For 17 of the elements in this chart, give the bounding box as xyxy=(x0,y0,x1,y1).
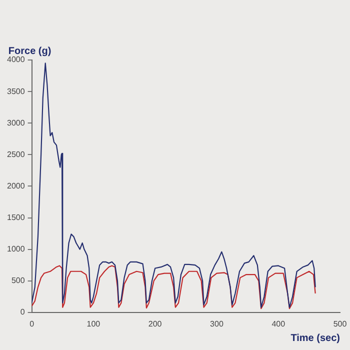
y-axis-title: Force (g) xyxy=(8,46,52,57)
x-tick-label: 100 xyxy=(86,319,101,328)
y-tick-label: 500 xyxy=(11,276,26,286)
x-tick-label: 0 xyxy=(30,319,35,328)
y-tick-label: 0 xyxy=(20,308,26,317)
y-tick-label: 4000 xyxy=(7,55,26,64)
x-tick-label: 400 xyxy=(272,319,286,328)
y-tick-label: 1500 xyxy=(7,212,26,222)
x-tick-label: 300 xyxy=(210,319,224,328)
y-tick-label: 3500 xyxy=(7,86,26,96)
x-axis-title: Time (sec) xyxy=(290,332,340,344)
x-tick-label: 200 xyxy=(148,319,162,328)
x-tick-label: 500 xyxy=(333,319,348,328)
y-tick-label: 2000 xyxy=(7,181,26,190)
y-tick-label: 1000 xyxy=(7,244,26,254)
y-tick-label: 3000 xyxy=(7,118,26,128)
y-tick-label: 2500 xyxy=(7,150,26,159)
